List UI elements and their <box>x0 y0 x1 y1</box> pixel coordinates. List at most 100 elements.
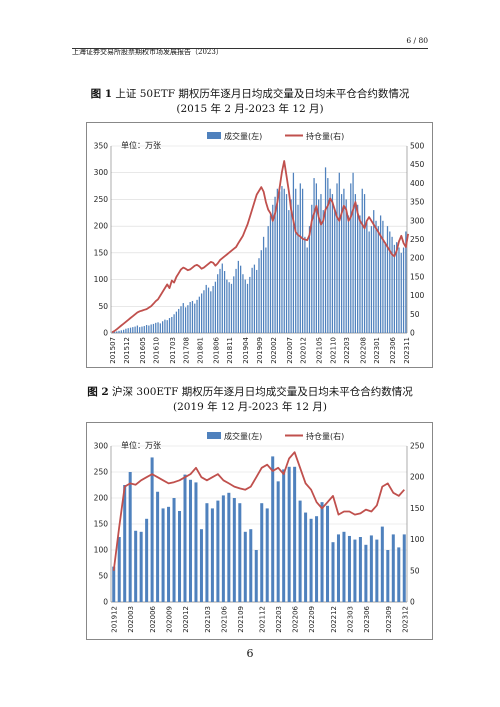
y-right-tick-label: 100 <box>410 535 425 544</box>
bar <box>242 274 244 333</box>
bar <box>166 320 168 333</box>
bar <box>196 299 198 333</box>
bar <box>274 196 276 333</box>
bar <box>243 531 247 602</box>
bar <box>120 330 122 333</box>
y-right-tick-label: 0 <box>410 329 415 338</box>
bar <box>324 167 327 333</box>
bar <box>118 330 120 333</box>
bar <box>298 500 302 602</box>
bar <box>256 269 258 333</box>
figure2-title: 图 2 沪深 300ETF 期权历年逐月日均成交量及日均未平仓合约数情况 (20… <box>0 385 500 415</box>
x-tick-label: 202103 <box>204 606 212 633</box>
x-tick-label: 201507 <box>109 337 117 364</box>
bar <box>366 220 368 333</box>
bar <box>331 194 334 333</box>
bar <box>391 534 395 602</box>
figure1-subtitle: (2015 年 2 月-2023 年 12 月) <box>176 103 324 115</box>
y-left-tick-label: 250 <box>94 468 109 477</box>
bar <box>354 194 357 333</box>
bar <box>143 326 145 333</box>
bar <box>342 531 346 602</box>
bar <box>331 542 335 602</box>
bar <box>210 291 212 333</box>
bar <box>161 321 164 333</box>
x-tick-label: 202006 <box>149 605 157 632</box>
legend-bar-label: 成交量(左) <box>224 431 262 441</box>
bar <box>382 220 384 333</box>
bar <box>132 327 134 333</box>
bar <box>304 512 308 602</box>
bar <box>397 547 401 602</box>
bar <box>400 252 402 333</box>
x-tick-label: 202209 <box>308 606 316 633</box>
bar <box>180 306 182 333</box>
bar <box>361 188 363 333</box>
bar <box>113 331 116 333</box>
bar <box>129 327 132 333</box>
bar <box>393 244 396 333</box>
bar <box>352 172 354 333</box>
x-tick-label: 202301 <box>373 337 381 364</box>
bar <box>265 508 269 602</box>
bar <box>287 466 291 602</box>
bar <box>167 506 171 602</box>
bar <box>308 226 311 333</box>
bar <box>380 526 384 602</box>
bar <box>336 183 338 333</box>
bar <box>276 188 278 333</box>
bar <box>117 537 121 602</box>
bar <box>136 325 139 333</box>
bar <box>134 530 138 602</box>
x-tick-label: 202109 <box>237 606 245 633</box>
x-tick-label: 201605 <box>139 337 147 364</box>
bar <box>368 231 370 333</box>
bar <box>194 303 196 333</box>
bar <box>386 550 390 602</box>
y-left-tick-label: 200 <box>94 222 109 231</box>
bar <box>164 319 166 333</box>
bar <box>254 550 258 602</box>
x-tick-label: 201703 <box>169 337 177 364</box>
figure2-svg: 0 50 100 150 200 250 300 0 50 100 150 200 250 201912 2… <box>94 431 425 633</box>
bar <box>183 474 187 602</box>
bar <box>212 285 214 333</box>
x-tick-label: 202110 <box>329 337 337 364</box>
bar <box>171 316 173 333</box>
document-header: 上海证券交易所股票期权市场发展报告（2023） <box>72 48 223 56</box>
bar <box>279 191 281 333</box>
bar <box>402 534 406 602</box>
bar <box>178 511 182 602</box>
figure2-label: 图 2 <box>87 386 109 398</box>
bar <box>345 199 347 333</box>
bar <box>297 204 299 333</box>
bar <box>301 188 304 333</box>
x-tick-label: 202203 <box>275 606 283 633</box>
bar <box>391 236 393 333</box>
legend-bar-swatch <box>207 432 221 439</box>
bar <box>271 456 275 602</box>
figure1-chart: 0 50 100 150 200 250 300 350 0 50 100 150 200 250 300 3… <box>86 122 433 368</box>
bar <box>232 498 236 602</box>
bar <box>315 516 319 602</box>
x-tick-label: 201912 <box>111 606 119 633</box>
bar <box>384 242 386 333</box>
y-right-tick-label: 250 <box>410 235 425 244</box>
bar <box>358 537 362 602</box>
bar <box>191 300 194 333</box>
bar <box>309 518 313 602</box>
bar <box>260 250 262 333</box>
x-tick-label: 202105 <box>316 337 324 364</box>
bar <box>194 482 198 602</box>
bar <box>373 210 375 333</box>
bar <box>350 183 352 333</box>
bar <box>306 247 308 333</box>
bar <box>370 226 373 333</box>
bar <box>134 326 136 333</box>
bar <box>198 296 200 333</box>
bar <box>187 305 189 333</box>
bar <box>173 314 175 333</box>
x-tick-label: 202112 <box>259 606 267 633</box>
y-right-tick-label: 150 <box>410 504 425 513</box>
bar <box>188 479 192 602</box>
